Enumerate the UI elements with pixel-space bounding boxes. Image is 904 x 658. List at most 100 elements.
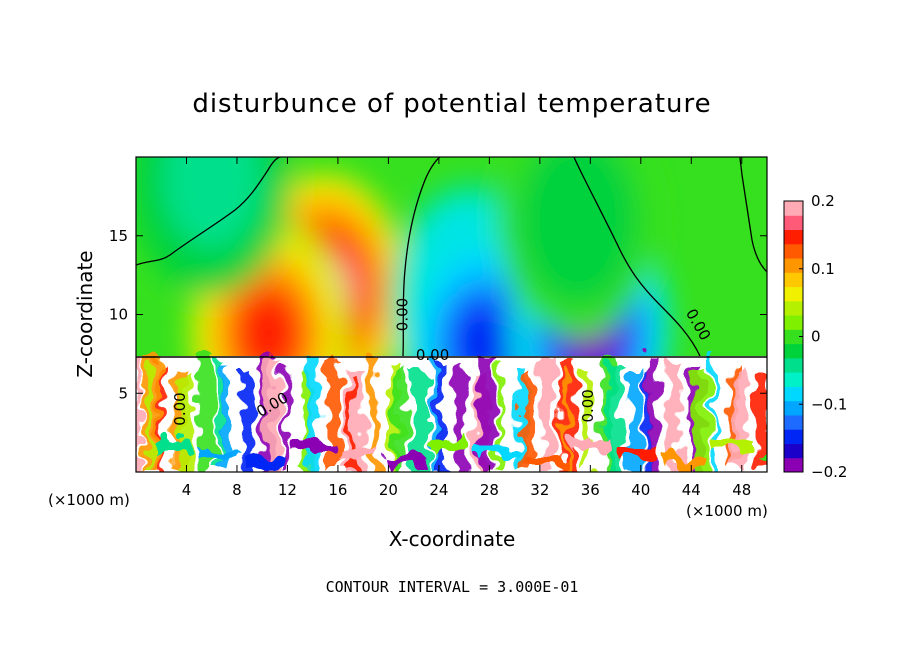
x-tick-label: 8 <box>232 481 242 499</box>
colorbar-tick-label: 0 <box>811 328 821 346</box>
streak-12 <box>307 356 319 472</box>
streak-31 <box>583 374 592 472</box>
streak-4 <box>198 356 216 472</box>
streak-band-13 <box>758 448 767 458</box>
streak-40 <box>711 356 717 472</box>
streak-37 <box>668 362 680 472</box>
colorbar-tick-label: 0.1 <box>811 260 835 278</box>
streak-band-0 <box>151 440 192 450</box>
streak-5 <box>217 362 223 472</box>
streak-band-1 <box>197 448 238 458</box>
y-axis-ticks: 5 10 15 <box>109 227 767 402</box>
chart-title: disturbunce of potential temperature <box>192 89 711 119</box>
streak-0 <box>136 356 141 472</box>
streak-39 <box>692 374 710 472</box>
streak-18 <box>392 368 407 472</box>
colorbar-swatch <box>784 429 803 444</box>
colorbar-swatch <box>784 329 803 345</box>
contour-label: 0.00 <box>171 392 189 425</box>
streak-25 <box>497 362 503 472</box>
contour-label: 0.00 <box>393 298 411 331</box>
streak-band-5 <box>384 456 425 466</box>
colorbar-swatch <box>784 400 803 416</box>
colorbar-swatch <box>784 258 803 273</box>
x-axis-ticks: 4 8 12 16 20 24 28 32 36 40 44 48 <box>182 157 751 499</box>
colorbar-tick-label: −0.2 <box>811 463 847 481</box>
streak-30 <box>563 368 569 472</box>
colorbar-swatch <box>784 272 803 288</box>
colorbar-swatch <box>784 343 803 359</box>
streak-35 <box>645 374 651 472</box>
colorbar: 0.2 0.1 0 −0.1 −0.2 <box>783 192 847 481</box>
streak-24 <box>478 356 496 472</box>
x-tick-label: 48 <box>732 481 751 499</box>
field-blob-1-5 <box>240 295 297 372</box>
x-tick-label: 20 <box>379 481 398 499</box>
field-blob-5-5 <box>183 157 241 217</box>
streak-28 <box>540 356 555 472</box>
colorbar-swatch <box>784 229 803 245</box>
plot-area: 0.00 0.000.00 0.000.000.00 <box>136 157 767 472</box>
streak-20 <box>431 356 437 472</box>
colorbar-swatch <box>784 357 803 373</box>
streak-band-7 <box>478 448 519 458</box>
zero-contours <box>136 157 767 358</box>
streak-11 <box>302 374 311 472</box>
colorbar-tick-label: 0.2 <box>811 192 835 210</box>
streak-45 <box>146 362 152 472</box>
colorbar-swatch <box>784 243 803 259</box>
field-blob-6-5 <box>549 182 607 258</box>
streak-band-8 <box>524 456 565 466</box>
streak-band-12 <box>711 440 752 450</box>
streak-band-11 <box>664 456 705 466</box>
streak-19 <box>411 374 429 472</box>
colorbar-swatch <box>784 372 803 387</box>
x-unit-label-right: (×1000 m) <box>686 502 768 520</box>
x-tick-label: 12 <box>278 481 297 499</box>
streak-band-2 <box>244 456 285 466</box>
contour-label: 0.00 <box>416 346 449 364</box>
streak-26 <box>516 368 525 472</box>
streak-10 <box>283 368 289 472</box>
x-axis-label: X-coordinate <box>389 527 516 551</box>
y-tick-label: 10 <box>109 306 128 324</box>
contour-line-mid <box>402 157 441 357</box>
contour-line-edge <box>739 157 767 273</box>
streak-6 <box>221 368 230 472</box>
streak-band-6 <box>431 440 472 450</box>
streak-27 <box>521 374 533 472</box>
colorbar-swatch <box>784 300 803 316</box>
lower-field-streaks <box>136 356 767 472</box>
streak-15 <box>349 374 355 472</box>
contour-line-right <box>573 157 701 357</box>
colorbar-swatch <box>784 414 803 430</box>
y-tick-label: 15 <box>109 227 128 245</box>
x-tick-label: 4 <box>182 481 192 499</box>
colorbar-swatch <box>784 315 803 330</box>
x-tick-label: 40 <box>631 481 650 499</box>
contour-line-left <box>136 157 281 266</box>
x-tick-label: 44 <box>682 481 701 499</box>
colorbar-tick-label: −0.1 <box>811 395 847 413</box>
streak-36 <box>649 356 658 472</box>
colorbar-swatch <box>784 386 803 402</box>
colorbar-swatch <box>784 443 803 459</box>
streak-16 <box>369 356 378 472</box>
streak-band-10 <box>618 448 659 458</box>
colorbar-swatch <box>784 286 803 302</box>
streak-7 <box>240 374 252 472</box>
colorbar-swatch <box>784 457 803 473</box>
x-tick-label: 16 <box>328 481 347 499</box>
y-tick-label: 5 <box>118 384 128 402</box>
colorbar-swatch <box>784 201 803 216</box>
streak-22 <box>454 368 466 472</box>
x-tick-label: 24 <box>429 481 448 499</box>
contour-interval-note: CONTOUR INTERVAL = 3.000E-01 <box>326 578 579 596</box>
colorbar-swatch <box>784 215 803 231</box>
streak-band-9 <box>571 440 612 450</box>
streak-9 <box>264 362 282 472</box>
x-unit-label-left: (×1000 m) <box>48 491 130 509</box>
streak-43 <box>754 374 767 472</box>
